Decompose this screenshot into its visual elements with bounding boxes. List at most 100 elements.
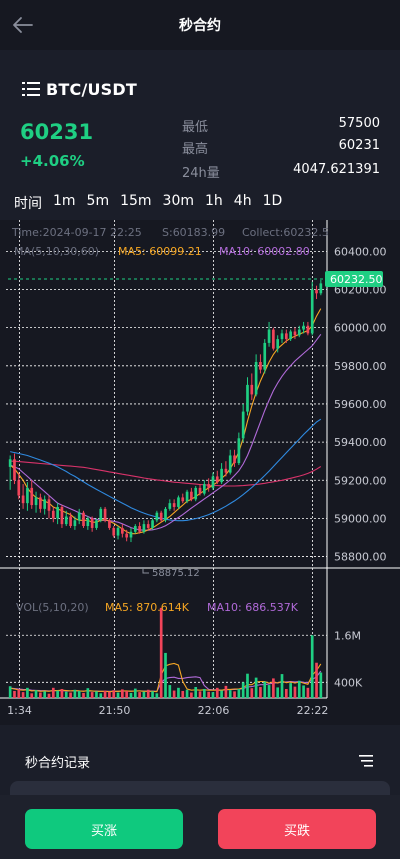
candle-body [233,455,236,464]
volume-bar [289,683,292,698]
ma30-line [10,418,322,522]
volume-bar [47,693,51,698]
ma60-line [10,460,322,487]
tab-5m[interactable]: 5m [86,193,110,209]
filter-icon[interactable] [359,755,373,767]
tab-4h[interactable]: 4h [233,193,252,209]
kline-chart[interactable]: 58800.00 59000.00 59200.00 59400.00 59600.00… [0,220,400,725]
buy-up-button[interactable]: 买涨 [25,809,183,849]
volume-bar [172,690,176,698]
candle-body [254,361,258,395]
tab-1h[interactable]: 1h [205,193,223,209]
volume-bar [95,691,98,698]
kline-chart-canvas[interactable]: 58800.00 59000.00 59200.00 59400.00 59600.00… [0,220,400,725]
volume-bar [185,689,189,698]
ma10-value: MA10: 60002.80 [219,245,310,258]
candle-body [259,361,262,370]
time-tick-label: 21:50 [99,704,131,717]
volume-bar [8,686,12,698]
volume-bar [272,678,275,698]
candle-body [60,506,64,525]
ma5-value: MA5: 60099.21 [118,245,202,258]
list-menu-icon[interactable] [22,81,40,97]
volume-bar [13,690,16,698]
volume-bar [138,692,141,698]
stat-volume-label: 24h量 [182,166,220,181]
candle-body [116,527,120,536]
volume-bar [237,688,241,698]
candle-body [315,289,318,294]
page-title: 秒合约 [179,18,221,34]
volume-bar [159,607,163,698]
candle-body [8,459,12,467]
time-tick-label: 22:06 [198,704,230,717]
volume-bar [90,692,94,698]
pair-selector[interactable]: BTC/USDT [22,78,137,100]
volume-bar [43,691,47,698]
candle-body [185,491,189,502]
volume-bar [142,691,146,698]
volume-bar [39,692,42,698]
price-change-percent: +4.06% [20,152,85,170]
candle-body [51,510,55,519]
candles [8,279,323,543]
stat-high-label: 最高 [182,142,209,157]
volume-bar [254,677,258,698]
bottom-action-bar: 买涨 买跌 [0,795,400,859]
candle-body [138,526,141,532]
volume-bar [267,685,271,698]
volume-bar [211,692,215,698]
stat-volume-value: 4047.621391 [293,162,380,177]
ma10-line [9,333,322,531]
candle-body [86,518,90,527]
candle-body [151,520,154,528]
tab-1d[interactable]: 1D [262,193,283,209]
tab-15m[interactable]: 15m [120,193,152,209]
volume-bar [99,693,103,698]
volume-bar [259,687,262,698]
candle-body [215,476,219,483]
volume-bar [310,635,314,698]
volume-bar [293,686,297,698]
candle-body [194,487,198,500]
volume-bar [21,692,25,698]
price-tick-label: 59200.00 [334,474,387,487]
candle-body [306,325,310,334]
volume-bar [284,688,288,698]
volume-bar [250,688,254,698]
stat-low-value: 57500 [338,116,380,131]
candle-body [77,512,81,521]
volume-bar [302,685,305,698]
last-price-tag: 60232.50 [8,271,383,287]
volume-bar [108,691,111,698]
stat-high-value: 60231 [338,138,380,153]
vol-ma5-value: MA5: 870.614K [105,601,190,614]
candle-body [64,516,68,525]
buy-down-button[interactable]: 买跌 [218,809,376,849]
volume-bar [177,687,180,698]
volume-bar [56,690,59,698]
candle-body [246,384,249,412]
volume-bar [297,680,301,698]
candle-body [133,526,137,532]
candle-body [297,329,301,336]
candle-body [272,329,275,349]
crosshair-collect: Collect:60232.5 [242,226,329,239]
candle-body [125,533,129,538]
price-tick-label: 59800.00 [334,360,387,373]
candle-body [181,497,185,502]
volume-bar [30,693,34,698]
back-arrow-icon[interactable] [10,13,36,37]
candle-body [47,499,51,511]
tab-time[interactable]: 时间 [14,196,42,212]
tab-1m[interactable]: 1m [53,193,76,223]
candle-body [82,512,85,527]
low-price-label: 58875.12 [152,568,200,579]
volume-bar [34,690,38,698]
volume-bar [125,690,129,698]
tab-30m[interactable]: 30m [162,193,194,209]
candle-body [224,468,228,473]
volume-bar [73,689,77,698]
ma-legend: MA(5,10,30,60) [14,245,99,258]
price-tick-label: 60400.00 [334,245,387,258]
